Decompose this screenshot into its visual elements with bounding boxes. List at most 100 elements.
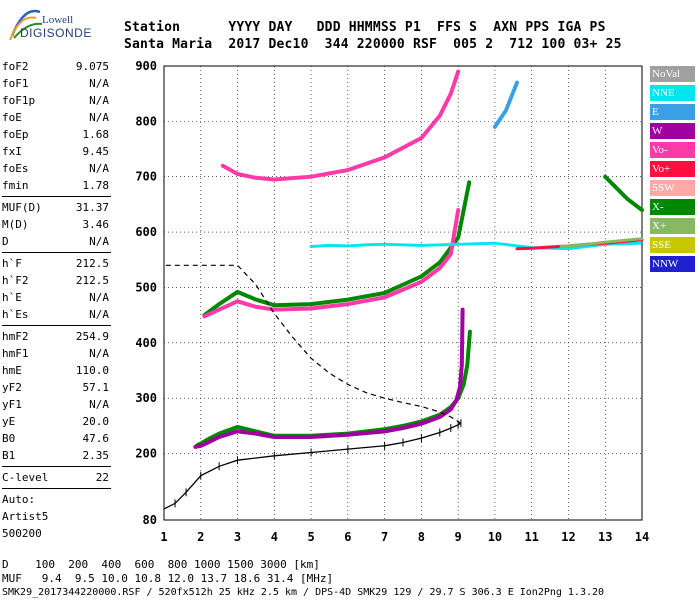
param-row-fmin: fmin 1.78 [2,177,109,194]
param-row-mufd: MUF(D) 31.37 [2,199,109,216]
logo-wordmark-lowell: Lowell [42,14,74,26]
param-label: yF1 [2,398,22,411]
param-label: hmF2 [2,330,29,343]
divider [2,196,111,197]
legend-item-noval: NoVal [650,66,695,82]
legend-item-e: E [650,104,695,120]
param-row-foes: foEs N/A [2,160,109,177]
param-row-hmf1: hmF1 N/A [2,345,109,362]
param-label: foF1 [2,77,29,90]
legend-item-nnw: NNW [650,256,695,272]
autoscaling-code: 500200 [2,527,42,540]
param-value: N/A [89,94,109,107]
divider [2,466,111,467]
param-label: hmF1 [2,347,29,360]
param-value: 20.0 [82,415,110,428]
y-tick-label: 300 [135,391,157,405]
param-value: 3.46 [82,218,110,231]
x-tick-label: 6 [344,530,351,544]
param-row-md: M(D) 3.46 [2,216,109,233]
param-row-foep: foEp 1.68 [2,126,109,143]
param-value: 47.6 [82,432,110,445]
param-value: 212.5 [75,274,109,287]
auto-label: Auto: [2,493,36,506]
param-label: MUF(D) [2,201,42,214]
param-row-hf: h`F 212.5 [2,255,109,272]
param-row-b1: B1 2.35 [2,447,109,464]
y-tick-label: 200 [135,447,157,461]
param-value: N/A [89,347,109,360]
y-tick-label: 400 [135,336,157,350]
param-label: yF2 [2,381,22,394]
legend-item-ssw: SSW [650,180,695,196]
param-label: h`Es [2,308,29,321]
echo-trace-x [559,237,644,248]
legend-item-w: W [650,123,695,139]
legend-item-vo: Vo+ [650,161,695,177]
digisonde-emblem [9,9,43,41]
echo-trace-x [195,329,472,448]
y-tick-label: 500 [135,280,157,294]
param-value: 9.075 [75,60,109,73]
param-row-hes: h`Es N/A [2,306,109,323]
param-label: fxI [2,145,22,158]
param-row-fxi: fxI 9.45 [2,143,109,160]
param-row-fof2: foF2 9.075 [2,58,109,75]
echo-trace-x [202,180,472,318]
x-tick-label: 9 [455,530,462,544]
echo-trace-x [603,174,644,212]
param-label: fmin [2,179,29,192]
x-tick-label: 8 [418,530,425,544]
param-row-yf1: yF1 N/A [2,396,109,413]
logo-wordmark-digisonde: DIGISONDE [20,26,92,40]
param-value: N/A [89,77,109,90]
param-label: foEs [2,162,29,175]
y-tick-label: 900 [135,59,157,73]
legend-item-vo: Vo- [650,142,695,158]
x-tick-label: 12 [561,530,575,544]
echo-trace-nne [309,241,644,251]
polarization-legend: NoVal NNE E W Vo- Vo+ SSW X- X+ SSE NNW [650,66,695,275]
param-row-ye: yE 20.0 [2,413,109,430]
param-label: hmE [2,364,22,377]
param-value: N/A [89,398,109,411]
param-row-d: D N/A [2,233,109,250]
parameter-group-frequencies: foF2 9.075 foF1 N/A foF1p N/A foE N/A foEp 1.68 fx… [2,58,109,194]
param-row-hme: hmE 110.0 [2,362,109,379]
y-tick-labels: 80 200 300 400 500 600 700 800 900 [135,59,157,527]
parameter-group-heights: h`F 212.5 h`F2 212.5 h`E N/A h`Es N/A [2,255,109,323]
parameter-panel: foF2 9.075 foF1 N/A foF1p N/A foE N/A foEp 1.68 fx… [2,58,111,542]
param-row-he: h`E N/A [2,289,109,306]
param-label: foF2 [2,60,29,73]
param-row-b0: B0 47.6 [2,430,109,447]
param-value: N/A [89,308,109,321]
clevel-label: C-level [2,471,49,484]
clevel-value: 22 [95,471,109,484]
x-tick-labels: 1 2 3 4 5 6 7 8 9 10 11 12 13 14 [160,530,649,544]
legend-item-x: X- [650,199,695,215]
echo-trace-vo [220,69,461,182]
parameter-group-profile: hmF2 254.9 hmF1 N/A hmE 110.0 yF2 57.1 yF1 N/A yE 2… [2,328,109,464]
param-label: M(D) [2,218,29,231]
x-tick-label: 2 [197,530,204,544]
divider [2,325,111,326]
distance-row: D 100 200 400 600 800 1000 1500 3000 [km… [2,558,320,571]
param-value: N/A [89,235,109,248]
x-tick-label: 4 [271,530,278,544]
header-labels: Station YYYY DAY DDD HHMMSS P1 FFS S AXN… [124,20,606,35]
param-value: N/A [89,162,109,175]
param-value: 31.37 [75,201,109,214]
muf-row: MUF 9.4 9.5 10.0 10.8 12.0 13.7 18.6 31.… [2,572,334,585]
param-label: foF1p [2,94,36,107]
echo-trace-e [492,80,519,129]
plot-frame [163,65,643,521]
x-tick-label: 10 [488,530,502,544]
y-tick-label: 800 [135,114,157,128]
x-tick-label: 14 [635,530,649,544]
param-value: 212.5 [75,257,109,270]
param-row-fof1: foF1 N/A [2,75,109,92]
param-value: N/A [89,111,109,124]
param-value: 57.1 [82,381,110,394]
param-row-hf2: h`F2 212.5 [2,272,109,289]
param-label: D [2,235,9,248]
